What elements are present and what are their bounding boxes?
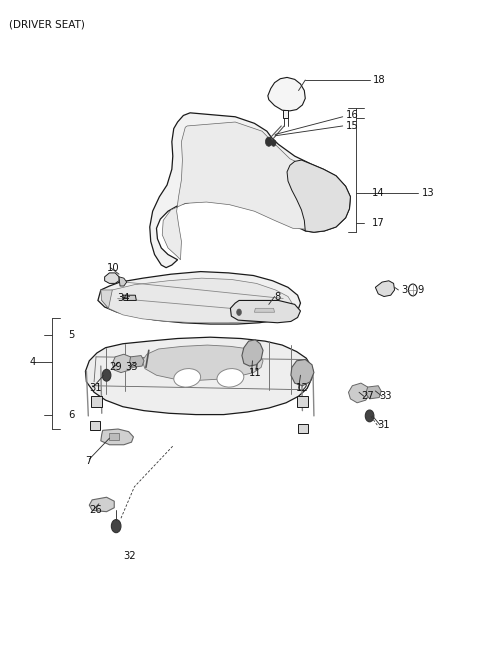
Text: 32: 32 [123,551,135,562]
Text: 10: 10 [107,262,119,273]
Text: 13: 13 [421,188,434,198]
Polygon shape [268,77,305,111]
Text: 3: 3 [401,285,408,295]
Polygon shape [119,277,127,286]
Text: 33: 33 [126,362,138,373]
Text: 27: 27 [361,391,374,401]
Ellipse shape [217,369,244,387]
Text: 29: 29 [109,362,122,373]
Circle shape [237,309,241,316]
Polygon shape [123,295,136,300]
Text: 12: 12 [296,383,309,394]
Polygon shape [91,396,102,407]
Polygon shape [348,383,370,403]
Text: 34: 34 [117,293,130,303]
Text: 16: 16 [346,110,359,121]
Text: 4: 4 [30,357,36,367]
Polygon shape [297,396,308,407]
Text: 33: 33 [379,391,392,401]
Polygon shape [242,340,263,366]
Polygon shape [375,281,395,297]
Circle shape [365,410,374,422]
Text: 5: 5 [68,329,74,340]
Polygon shape [85,337,312,415]
Text: 31: 31 [89,383,102,394]
Polygon shape [130,356,144,367]
Polygon shape [283,110,288,118]
Text: 31: 31 [377,420,390,430]
Polygon shape [90,421,100,430]
Circle shape [265,137,272,146]
Polygon shape [109,433,119,440]
Text: (DRIVER SEAT): (DRIVER SEAT) [9,20,84,30]
Polygon shape [162,122,345,260]
Text: 26: 26 [89,505,102,516]
Text: 6: 6 [68,409,74,420]
Text: 15: 15 [346,121,359,131]
Circle shape [408,284,417,296]
Polygon shape [101,290,112,308]
Circle shape [271,140,276,146]
Text: 8: 8 [275,291,281,302]
Circle shape [111,520,121,533]
Polygon shape [254,308,275,312]
Text: 7: 7 [85,455,92,466]
Polygon shape [101,429,133,445]
Polygon shape [150,113,350,268]
Text: 9: 9 [418,285,424,295]
Ellipse shape [174,369,201,387]
Polygon shape [89,497,114,512]
Polygon shape [98,272,300,324]
Text: 11: 11 [249,367,262,378]
Polygon shape [287,160,350,232]
Circle shape [102,369,111,381]
Polygon shape [291,359,314,386]
Polygon shape [102,278,293,323]
Polygon shape [366,386,381,399]
Polygon shape [112,354,132,373]
Text: 17: 17 [372,218,384,228]
Text: 18: 18 [372,75,385,85]
Polygon shape [105,273,119,283]
Polygon shape [298,424,308,433]
Polygon shape [230,300,300,323]
Polygon shape [142,345,263,380]
Text: 14: 14 [372,188,384,198]
